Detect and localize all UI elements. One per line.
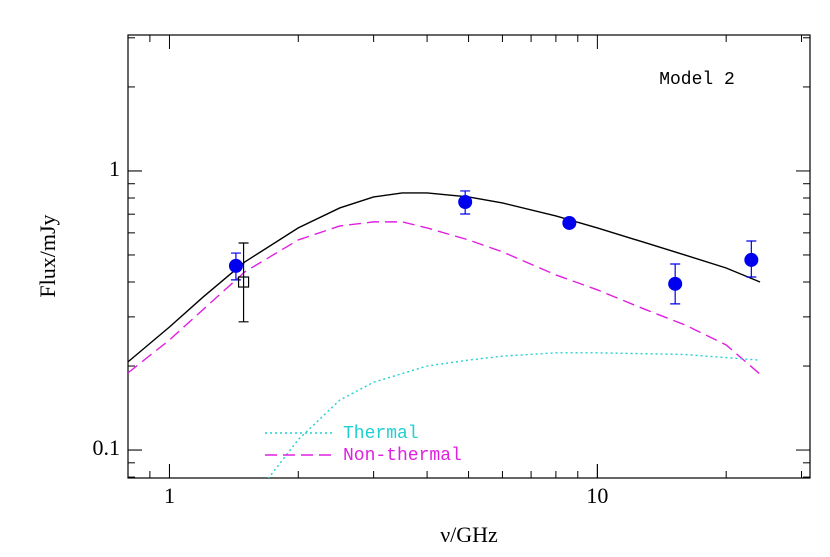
- annotation: Model 2: [659, 70, 735, 90]
- x-axis-label: ν/GHz: [440, 522, 498, 547]
- y-tick-label: 0.1: [93, 435, 121, 460]
- data-point: [228, 258, 243, 273]
- data-point: [458, 195, 473, 210]
- legend-label: Thermal: [343, 424, 419, 444]
- data-point: [562, 215, 577, 230]
- data-point: [237, 276, 250, 288]
- data-point: [668, 276, 683, 291]
- x-tick-label: 10: [586, 483, 608, 508]
- plot-area: [128, 190, 761, 478]
- x-tick-label: 1: [164, 483, 175, 508]
- error-bar: [238, 242, 249, 323]
- legend-label: Non-thermal: [343, 446, 462, 466]
- model-line: [128, 221, 761, 375]
- plot-frame: [127, 34, 811, 479]
- y-axis-label: Flux/mJy: [35, 214, 60, 297]
- y-tick-label: 1: [109, 156, 120, 181]
- data-point: [744, 252, 759, 267]
- model-line: [267, 352, 761, 478]
- model-line: [128, 192, 761, 363]
